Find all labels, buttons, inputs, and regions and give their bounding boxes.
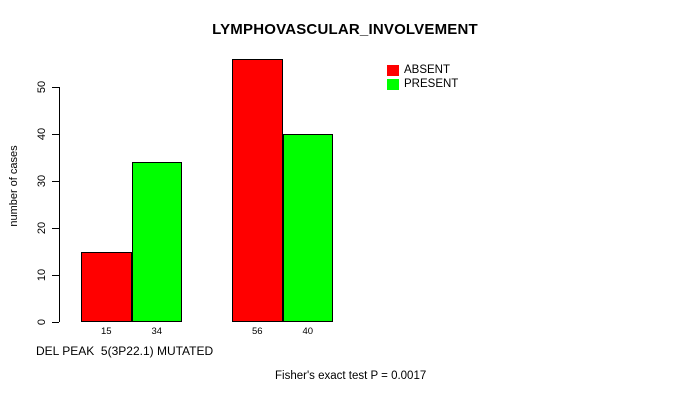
y-tick-label: 20 [36, 221, 48, 235]
x-axis-label: DEL PEAK 5(3P22.1) MUTATED [36, 344, 214, 358]
legend: ABSENT PRESENT [387, 63, 458, 91]
y-axis-label: number of cases [8, 145, 20, 227]
y-tick-label: 10 [36, 268, 48, 282]
legend-item-absent: ABSENT [387, 63, 458, 77]
y-tick-label: 50 [36, 80, 48, 94]
legend-item-present: PRESENT [387, 77, 458, 91]
y-tick-label: 30 [36, 174, 48, 188]
chart-title: LYMPHOVASCULAR_INVOLVEMENT [212, 21, 478, 38]
y-tick [52, 274, 59, 276]
legend-swatch-absent-icon [387, 64, 399, 76]
bar-value-label: 15 [100, 326, 112, 337]
bar-present-2 [282, 134, 333, 322]
y-tick [52, 180, 59, 182]
y-axis-line [59, 87, 60, 322]
y-tick [52, 321, 59, 323]
y-tick [52, 86, 59, 88]
bar-absent-1 [81, 251, 132, 322]
bar-value-label: 56 [251, 326, 263, 337]
bar-absent-2 [232, 58, 283, 322]
legend-label-present: PRESENT [404, 78, 459, 90]
stat-annotation: Fisher's exact test P = 0.0017 [275, 370, 427, 382]
legend-swatch-present-icon [387, 78, 399, 90]
y-tick [52, 227, 59, 229]
bar-value-label: 40 [302, 326, 314, 337]
bar-present-1 [131, 162, 182, 322]
y-tick [52, 133, 59, 135]
y-tick-label: 40 [36, 127, 48, 141]
y-tick-label: 0 [36, 318, 48, 326]
legend-label-absent: ABSENT [404, 64, 451, 76]
bar-value-label: 34 [151, 326, 163, 337]
